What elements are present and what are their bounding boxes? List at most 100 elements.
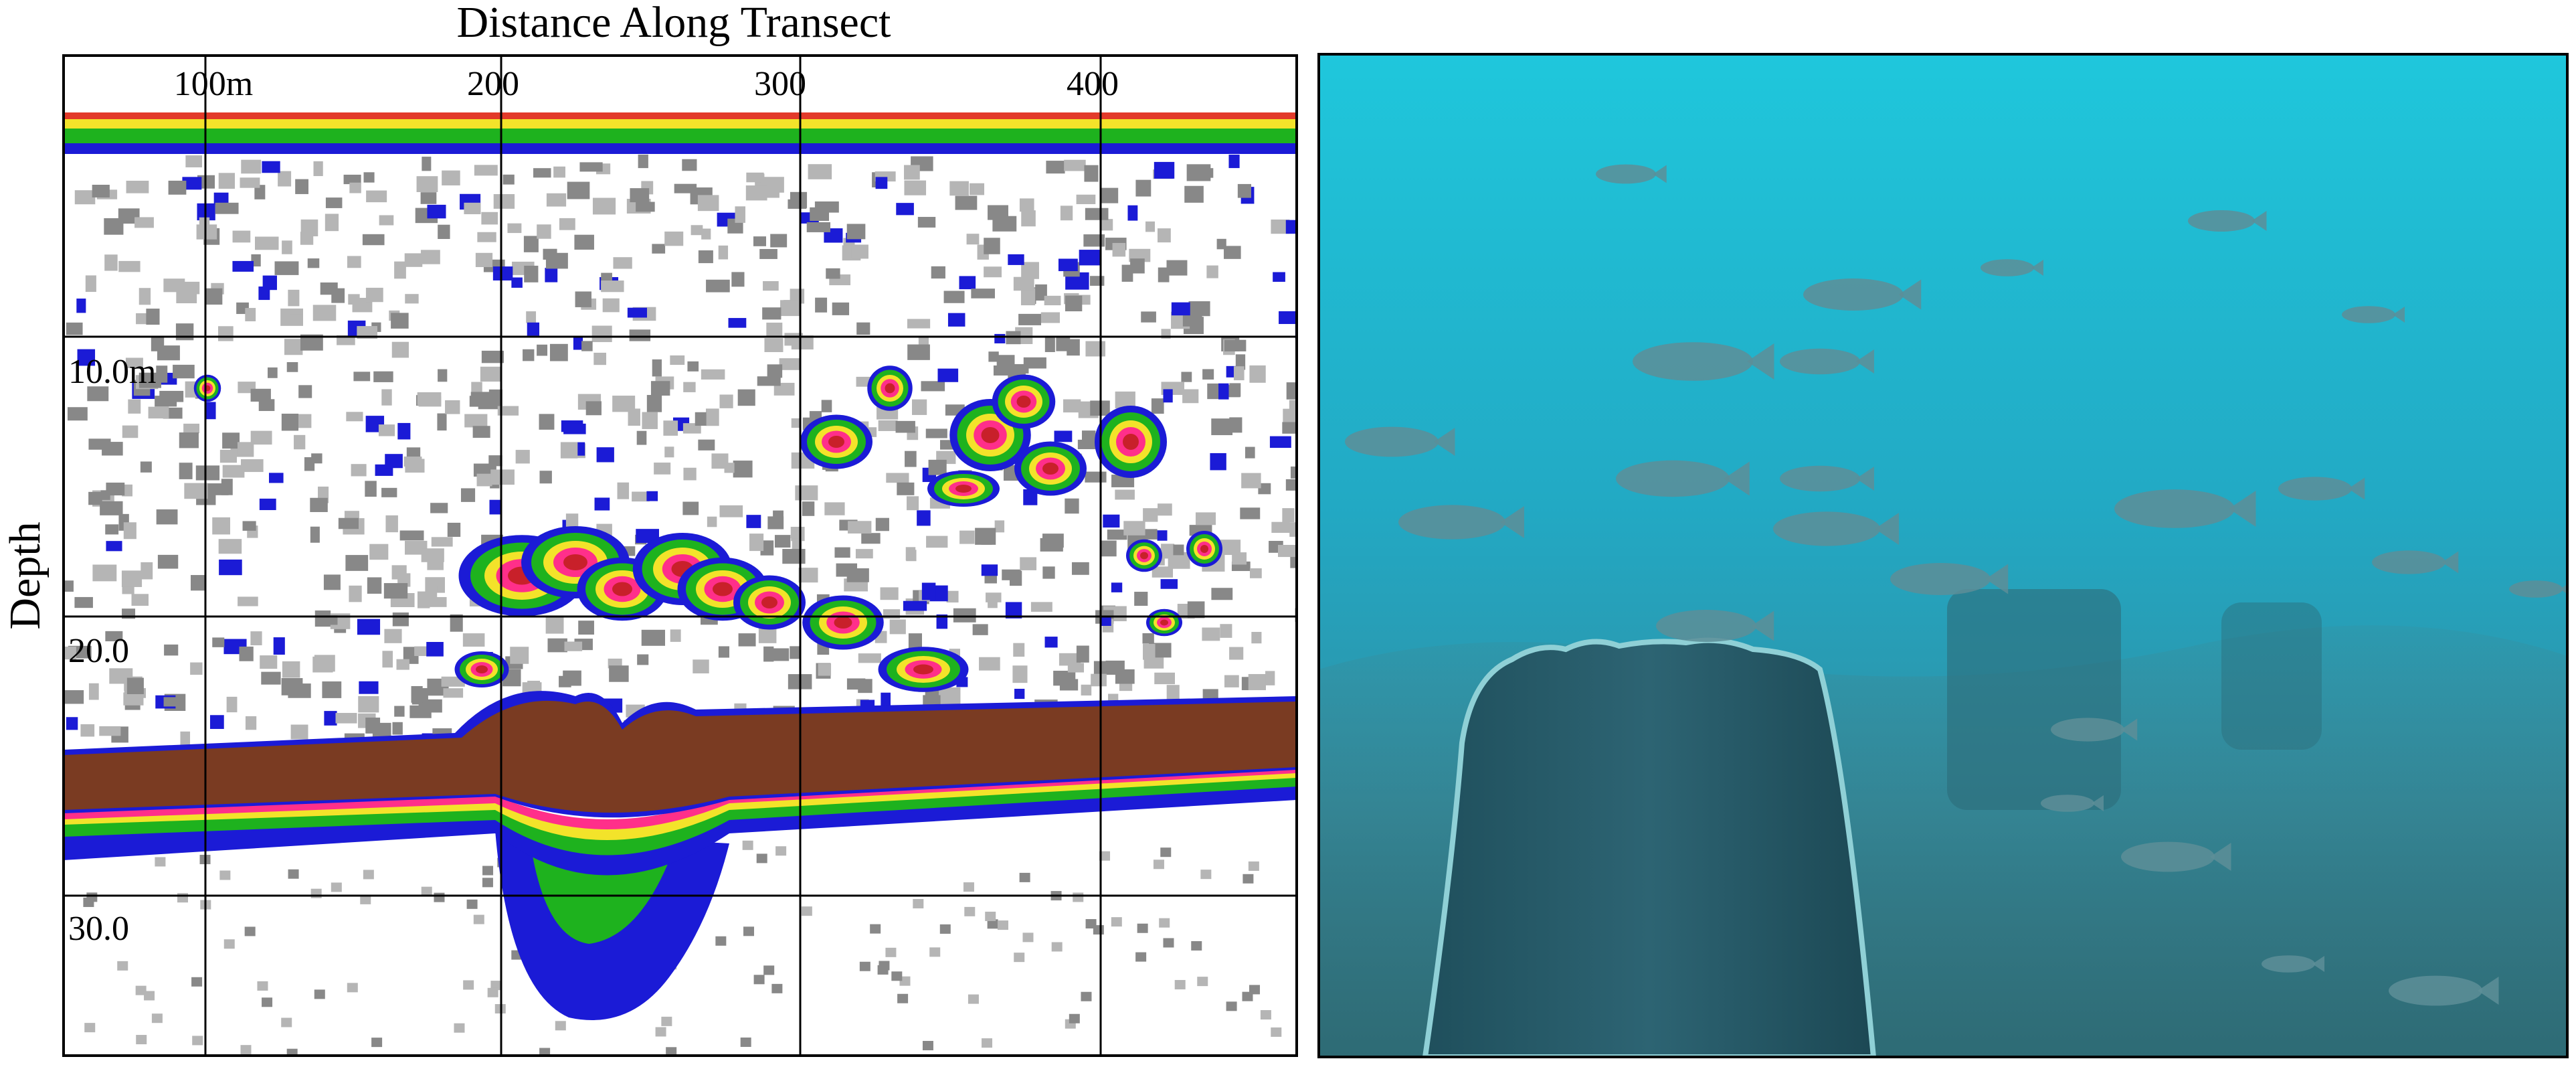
- speckle: [294, 414, 312, 428]
- speckle: [1237, 183, 1252, 198]
- speckle: [431, 537, 453, 547]
- speckle: [469, 396, 481, 407]
- speckle: [463, 980, 474, 990]
- speckle: [185, 155, 203, 168]
- speckle: [438, 369, 448, 382]
- speckle: [1127, 205, 1138, 221]
- speckle: [288, 289, 300, 307]
- speckle: [218, 539, 242, 554]
- speckle: [367, 577, 382, 594]
- speckle: [701, 369, 725, 380]
- speckle: [1071, 562, 1089, 575]
- speckle: [1229, 383, 1241, 397]
- speckle: [245, 716, 257, 730]
- speckle: [257, 981, 268, 991]
- speckle: [627, 307, 647, 318]
- speckle: [1115, 391, 1135, 409]
- speckle: [205, 483, 229, 495]
- speckle: [310, 888, 322, 898]
- distant-sponge: [1947, 589, 2121, 810]
- speckle: [1220, 624, 1232, 638]
- speckle: [515, 450, 530, 464]
- speckle: [861, 533, 881, 544]
- speckle: [417, 392, 442, 406]
- fish-body: [2262, 955, 2315, 973]
- speckle: [289, 314, 303, 325]
- speckle: [331, 288, 345, 303]
- speckle: [384, 629, 402, 643]
- speckle: [646, 491, 658, 501]
- speckle: [325, 214, 339, 232]
- speckle: [151, 1013, 163, 1023]
- speckle: [718, 245, 729, 260]
- speckle: [1085, 208, 1109, 220]
- speckle: [480, 366, 502, 382]
- speckle: [742, 840, 753, 850]
- speckle: [1248, 673, 1266, 691]
- speckle: [232, 260, 254, 272]
- speckle: [323, 574, 341, 590]
- speckle: [756, 853, 767, 864]
- speckle: [217, 326, 234, 341]
- speckle: [1044, 336, 1055, 352]
- speckle: [117, 961, 128, 971]
- speckle: [905, 450, 917, 467]
- speckle: [1241, 473, 1261, 489]
- speckle: [1279, 311, 1297, 325]
- speckle: [123, 692, 144, 706]
- speckle: [1085, 919, 1097, 929]
- seabed-fringe: [64, 760, 1297, 829]
- speckle: [345, 555, 369, 571]
- speckle: [836, 563, 858, 577]
- speckle: [1157, 228, 1171, 243]
- speckle: [259, 498, 276, 511]
- speckle: [875, 177, 888, 189]
- speckle: [240, 1045, 252, 1055]
- speckle: [779, 358, 801, 370]
- fish-body: [2121, 841, 2215, 872]
- fish-tail: [2560, 584, 2567, 594]
- speckle: [312, 305, 337, 321]
- speckle: [695, 412, 707, 426]
- speckle: [190, 662, 203, 675]
- speckle: [282, 240, 292, 254]
- speckle: [772, 648, 790, 661]
- speckle: [1021, 210, 1036, 227]
- speckle: [1022, 932, 1034, 943]
- speckle: [404, 253, 423, 267]
- speckle: [1187, 601, 1205, 619]
- surface-band: [64, 119, 1297, 129]
- speckle: [705, 408, 719, 426]
- speckle: [666, 1047, 677, 1056]
- school-layer: [761, 596, 777, 608]
- speckle: [122, 425, 139, 438]
- speckle: [157, 554, 179, 569]
- speckle: [295, 179, 309, 194]
- speckle: [1186, 164, 1211, 181]
- school-layer: [476, 665, 488, 673]
- speckle: [1229, 417, 1243, 433]
- speckle: [313, 161, 323, 177]
- speckle: [613, 257, 632, 269]
- speckle: [632, 491, 650, 502]
- speckle: [477, 232, 496, 242]
- depth-label: Depth: [1, 521, 50, 629]
- speckle: [859, 961, 870, 971]
- speckle: [773, 510, 784, 521]
- speckle: [88, 683, 99, 700]
- speckle: [382, 651, 393, 668]
- speckle: [1242, 991, 1253, 1001]
- speckle: [926, 536, 948, 548]
- speckle: [314, 610, 331, 627]
- speckle: [1265, 671, 1275, 685]
- speckle: [359, 681, 379, 694]
- speckle: [502, 174, 515, 185]
- speckle: [617, 482, 630, 499]
- speckle: [630, 188, 650, 203]
- speckle: [241, 159, 262, 174]
- speckle: [239, 646, 254, 661]
- speckle: [994, 520, 1005, 533]
- speckle: [1171, 302, 1190, 316]
- speckle: [1008, 254, 1024, 265]
- speckle: [1081, 430, 1096, 442]
